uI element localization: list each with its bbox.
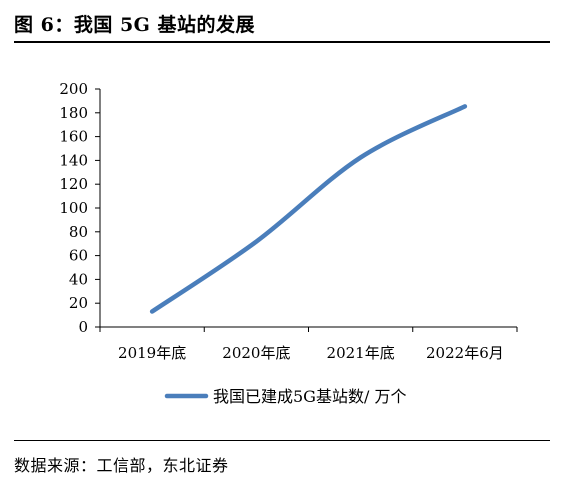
chart-axes [99, 89, 517, 328]
y-tick-label: 80 [69, 223, 88, 241]
x-tick-label: 2021年底 [327, 344, 395, 362]
y-tick-label: 40 [69, 270, 88, 288]
chart-legend: 我国已建成5G基站数/ 万个 [164, 387, 406, 406]
y-tick-label: 100 [59, 199, 88, 217]
y-tick-label: 120 [59, 175, 88, 193]
title-rule [14, 41, 550, 43]
figure-title: 图 6：我国 5G 基站的发展 [14, 14, 256, 36]
x-axis-ticks: 2019年底 2020年底 2021年底 2022年6月 [99, 327, 518, 362]
line-chart: 0 20 40 60 80 100 120 140 160 180 200 2019年底 2020年底… [59, 80, 518, 406]
y-tick-label: 0 [78, 318, 88, 336]
y-tick-label: 200 [59, 80, 88, 98]
legend-label: 我国已建成5G基站数/ 万个 [213, 387, 406, 406]
y-tick-label: 20 [69, 294, 88, 312]
x-tick-label: 2020年底 [222, 344, 290, 362]
y-axis-ticks: 0 20 40 60 80 100 120 140 160 180 200 [59, 80, 100, 336]
series-layer [149, 104, 468, 314]
y-tick-label: 180 [59, 104, 88, 122]
x-tick-label: 2022年6月 [426, 344, 504, 362]
x-tick-label: 2019年底 [118, 344, 186, 362]
y-tick-label: 160 [59, 128, 88, 146]
series-line [149, 104, 468, 314]
y-tick-label: 60 [69, 247, 88, 265]
y-tick-label: 140 [59, 151, 88, 169]
source-note: 数据来源：工信部，东北证券 [14, 456, 229, 475]
source-rule [14, 440, 550, 441]
